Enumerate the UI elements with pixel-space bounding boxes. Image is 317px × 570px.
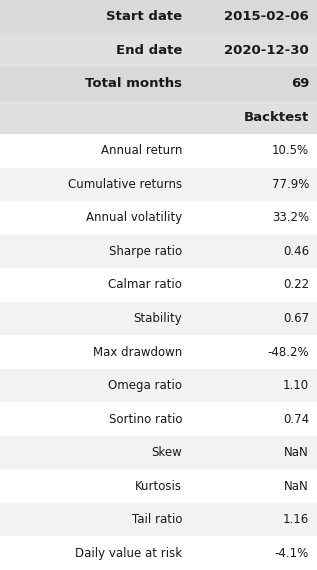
Text: Start date: Start date (106, 10, 182, 23)
Text: Backtest: Backtest (244, 111, 309, 124)
Bar (0, 335, 317, 369)
Text: 0.22: 0.22 (283, 279, 309, 291)
Bar (0, 168, 317, 201)
Text: Annual volatility: Annual volatility (86, 211, 182, 225)
Bar (0, 268, 317, 302)
Text: 77.9%: 77.9% (272, 178, 309, 191)
Bar (0, 536, 317, 570)
Text: Sortino ratio: Sortino ratio (109, 413, 182, 426)
Text: Stability: Stability (133, 312, 182, 325)
Text: Daily value at risk: Daily value at risk (75, 547, 182, 560)
Text: Max drawdown: Max drawdown (93, 345, 182, 359)
Text: 0.67: 0.67 (283, 312, 309, 325)
Bar (0, 402, 317, 436)
Text: Skew: Skew (152, 446, 182, 459)
Bar (0, 503, 317, 536)
Text: 2020-12-30: 2020-12-30 (224, 44, 309, 57)
Text: Sharpe ratio: Sharpe ratio (109, 245, 182, 258)
Text: NaN: NaN (284, 480, 309, 492)
Text: 33.2%: 33.2% (272, 211, 309, 225)
Text: Total months: Total months (85, 78, 182, 90)
Text: Tail ratio: Tail ratio (132, 513, 182, 526)
Text: Omega ratio: Omega ratio (108, 379, 182, 392)
Bar (0, 302, 317, 335)
Bar (0, 100, 317, 134)
Bar (0, 34, 317, 67)
Text: -4.1%: -4.1% (275, 547, 309, 560)
Text: 2015-02-06: 2015-02-06 (224, 10, 309, 23)
Bar (0, 235, 317, 268)
Text: Kurtosis: Kurtosis (135, 480, 182, 492)
Text: 0.74: 0.74 (283, 413, 309, 426)
Bar (0, 201, 317, 235)
Text: NaN: NaN (284, 446, 309, 459)
Bar (0, 470, 317, 503)
Bar (0, 134, 317, 168)
Text: -48.2%: -48.2% (268, 345, 309, 359)
Text: 0.46: 0.46 (283, 245, 309, 258)
Text: Annual return: Annual return (101, 144, 182, 157)
Text: 10.5%: 10.5% (272, 144, 309, 157)
Bar (0, 369, 317, 402)
Text: Cumulative returns: Cumulative returns (68, 178, 182, 191)
Text: End date: End date (116, 44, 182, 57)
Bar (0, 436, 317, 470)
Bar (0, 0, 317, 34)
Text: Calmar ratio: Calmar ratio (108, 279, 182, 291)
Text: 69: 69 (291, 78, 309, 90)
Text: 1.10: 1.10 (283, 379, 309, 392)
Bar (0, 67, 317, 100)
Text: 1.16: 1.16 (283, 513, 309, 526)
